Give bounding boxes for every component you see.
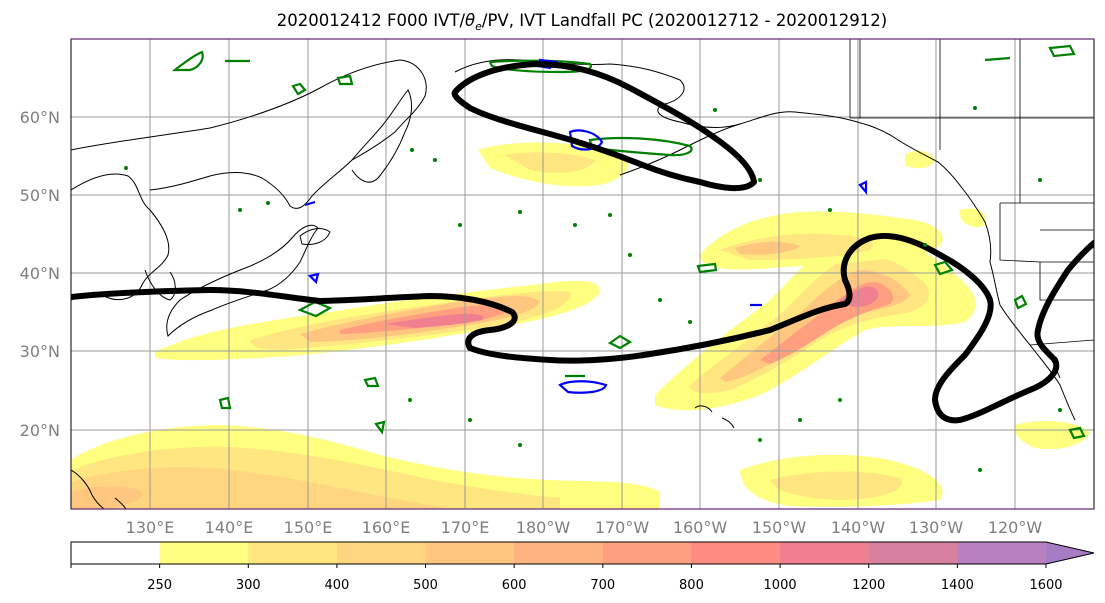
colorbar-tick-label: 1400 — [941, 578, 974, 593]
colorbar-tick-label: 1600 — [1029, 578, 1062, 593]
ivt-shading — [71, 142, 1090, 509]
colorbar-segment — [248, 542, 338, 564]
latitude-labels: 60°N 50°N 40°N 30°N 20°N — [20, 108, 60, 440]
coastline-korea — [144, 269, 176, 301]
lon-label-180w: 180°W — [516, 518, 571, 537]
colorbar-tick-label: 500 — [413, 578, 438, 593]
coastline-hawaii — [694, 405, 735, 429]
ivt-band-northwest-pacific — [700, 211, 943, 270]
lon-label-130e: 130°E — [126, 518, 175, 537]
colorbar-segment — [514, 542, 604, 564]
scattered-contour-markers — [124, 106, 1062, 472]
lon-label-170w: 170°W — [595, 518, 650, 537]
longitude-labels: 130°E 140°E 150°E 160°E 170°E 180°W 170°… — [126, 518, 1043, 537]
colorbar-tick-label: 300 — [236, 578, 261, 593]
coastline-hokkaido — [299, 228, 331, 245]
colorbar-tick-label: 600 — [502, 578, 527, 593]
colorbar-segment — [602, 542, 692, 564]
pc-contours — [71, 61, 1094, 424]
lon-label-150e: 150°E — [284, 518, 333, 537]
map-area — [71, 39, 1094, 509]
ivt-band-aleutian — [478, 142, 986, 227]
colorbar-segment — [780, 542, 870, 564]
gridlines — [71, 39, 1094, 509]
lon-label-160e: 160°E — [362, 518, 411, 537]
coastline-siberia — [71, 59, 427, 209]
colorbar-segment — [71, 542, 161, 564]
colorbar-tick-label: 800 — [679, 578, 704, 593]
colorbar-segment — [159, 542, 249, 564]
colorbar-segment — [957, 542, 1047, 564]
lon-label-150w: 150°W — [752, 518, 807, 537]
ivt-band-tropical — [71, 420, 1090, 509]
colorbar-tick-label: 400 — [324, 578, 349, 593]
colorbar-tick-label: 1200 — [852, 578, 885, 593]
colorbar: 250 300 400 500 600 700 800 1000 1200 1400 1600 — [70, 541, 1095, 593]
colorbar-segment — [425, 542, 515, 564]
colorbar-tick-label: 700 — [590, 578, 615, 593]
colorbar-outline — [70, 541, 1095, 565]
coastline-alaska-peninsula — [619, 123, 741, 176]
ivt-band-northeast-pacific — [655, 233, 976, 411]
us-state-borders — [999, 203, 1094, 301]
lon-label-140w: 140°W — [831, 518, 886, 537]
colorbar-tick-label: 1000 — [764, 578, 797, 593]
pc-contour-west — [71, 233, 1094, 424]
coastline-philippines — [71, 469, 127, 509]
coastline-north-america — [961, 187, 1076, 421]
pc-contour-north — [451, 61, 757, 191]
lon-label-140e: 140°E — [205, 518, 254, 537]
colorbar-extend-triangle — [1046, 542, 1094, 564]
lat-label-20n: 20°N — [20, 421, 60, 440]
lat-label-40n: 40°N — [20, 264, 60, 283]
canada-province-borders — [850, 39, 1094, 203]
lon-label-160w: 160°W — [673, 518, 728, 537]
theta-e-contours — [171, 44, 1086, 440]
colorbar-segment — [336, 542, 427, 564]
colorbar-segment — [691, 542, 781, 564]
lon-label-120w: 120°W — [988, 518, 1043, 537]
lon-label-170e: 170°E — [441, 518, 490, 537]
lat-label-50n: 50°N — [20, 186, 60, 205]
lat-label-60n: 60°N — [20, 108, 60, 127]
lat-label-30n: 30°N — [20, 342, 60, 361]
lon-label-130w: 130°W — [909, 518, 964, 537]
colorbar-tick-label: 250 — [147, 578, 172, 593]
figure-title: 2020012412 F000 IVT/θe/PV, IVT Landfall … — [277, 11, 887, 33]
colorbar-ticks: 250 300 400 500 600 700 800 1000 1200 1400 1600 — [70, 564, 1063, 593]
colorbar-segments — [71, 542, 1094, 564]
coastline-kamchatka — [351, 89, 413, 183]
colorbar-segment — [868, 542, 958, 564]
